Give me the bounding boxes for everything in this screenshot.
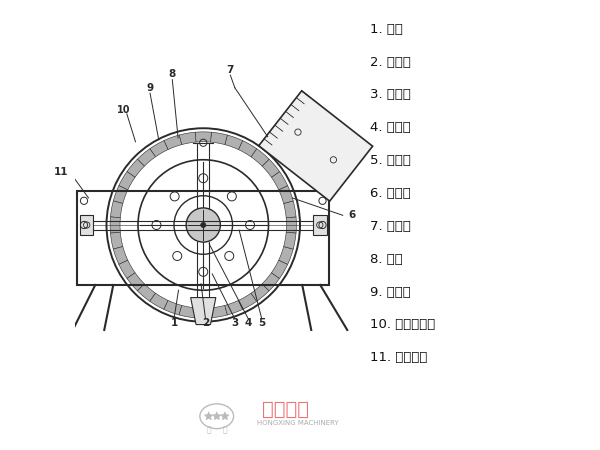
Polygon shape [211, 306, 227, 318]
Polygon shape [164, 135, 182, 149]
Polygon shape [137, 148, 155, 166]
Text: 3: 3 [231, 318, 238, 328]
Text: 5: 5 [258, 318, 265, 328]
Polygon shape [110, 232, 123, 249]
Polygon shape [110, 201, 123, 218]
Polygon shape [150, 140, 168, 157]
Circle shape [186, 208, 220, 242]
Polygon shape [238, 293, 257, 310]
Text: 紅星機器: 紅星機器 [262, 400, 309, 419]
Text: 4. 中心軸: 4. 中心軸 [370, 122, 410, 134]
Polygon shape [110, 217, 121, 233]
Polygon shape [150, 293, 168, 310]
Polygon shape [137, 284, 155, 302]
Text: 7. 進料咀: 7. 進料咀 [370, 220, 410, 233]
Text: 6: 6 [348, 210, 355, 220]
Polygon shape [119, 171, 135, 190]
Text: 4: 4 [245, 318, 252, 328]
Polygon shape [179, 132, 196, 144]
Text: 1: 1 [170, 318, 178, 328]
Bar [80, 215, 94, 235]
Polygon shape [195, 132, 211, 142]
Polygon shape [221, 412, 229, 420]
Polygon shape [164, 301, 182, 315]
Text: 紅: 紅 [206, 425, 211, 434]
Polygon shape [225, 301, 242, 315]
Text: 6. 支撐環: 6. 支撐環 [370, 187, 410, 200]
Polygon shape [271, 171, 287, 190]
Polygon shape [262, 273, 280, 291]
Text: 10. 弧形內襯板: 10. 弧形內襯板 [370, 319, 435, 331]
Text: 11: 11 [54, 167, 69, 177]
Text: 8: 8 [169, 69, 176, 79]
Polygon shape [262, 159, 280, 177]
Polygon shape [119, 260, 135, 279]
Text: HONGXING MACHINERY: HONGXING MACHINERY [257, 420, 339, 426]
Polygon shape [286, 217, 296, 233]
Text: 1. 篩板: 1. 篩板 [370, 23, 403, 36]
Polygon shape [271, 260, 287, 279]
Text: 11. 連接機構: 11. 連接機構 [370, 351, 427, 364]
Bar [313, 215, 326, 235]
Polygon shape [191, 297, 216, 324]
Polygon shape [113, 247, 128, 264]
Text: 7: 7 [227, 65, 234, 75]
Polygon shape [251, 284, 269, 302]
Polygon shape [284, 201, 296, 218]
Bar [77, 191, 329, 285]
Polygon shape [179, 306, 196, 318]
Text: 3. 出料口: 3. 出料口 [370, 89, 410, 101]
Polygon shape [212, 412, 221, 420]
Polygon shape [113, 186, 128, 203]
Text: 10: 10 [117, 105, 131, 115]
Polygon shape [284, 232, 296, 249]
Polygon shape [127, 273, 145, 291]
Polygon shape [205, 412, 213, 420]
Text: 2. 轉子盤: 2. 轉子盤 [370, 56, 410, 68]
Text: 5. 支撐桿: 5. 支撐桿 [370, 154, 410, 167]
Circle shape [200, 222, 206, 228]
Polygon shape [195, 308, 211, 318]
Text: 9: 9 [146, 83, 154, 93]
Polygon shape [279, 186, 293, 203]
Polygon shape [127, 159, 145, 177]
Polygon shape [251, 148, 269, 166]
Text: 星: 星 [223, 425, 227, 434]
Text: 8. 錘頭: 8. 錘頭 [370, 253, 403, 266]
Polygon shape [238, 140, 257, 157]
Text: 2: 2 [202, 318, 209, 328]
Polygon shape [259, 91, 373, 201]
Polygon shape [279, 247, 293, 264]
Polygon shape [211, 132, 227, 144]
Text: 9. 反擊板: 9. 反擊板 [370, 286, 410, 298]
Polygon shape [225, 135, 242, 149]
